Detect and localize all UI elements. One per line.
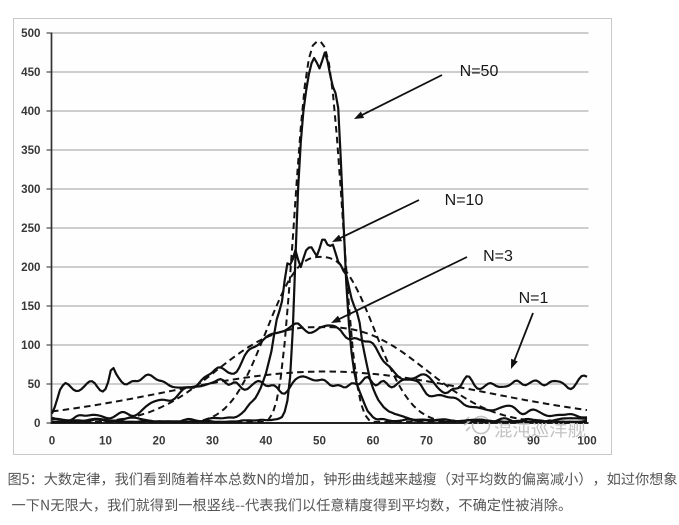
svg-text:150: 150 (21, 300, 40, 313)
svg-text:350: 350 (21, 144, 40, 157)
svg-text:0: 0 (49, 435, 55, 448)
svg-text:60: 60 (367, 435, 380, 448)
svg-text:100: 100 (21, 339, 40, 352)
svg-text:250: 250 (21, 222, 40, 235)
svg-text:50: 50 (313, 435, 326, 448)
svg-text:300: 300 (21, 183, 40, 196)
svg-text:100: 100 (577, 435, 596, 448)
svg-text:200: 200 (21, 261, 40, 274)
svg-text:N=50: N=50 (460, 63, 499, 80)
svg-text:40: 40 (260, 435, 273, 448)
svg-text:N=10: N=10 (445, 192, 484, 209)
svg-text:30: 30 (206, 435, 219, 448)
svg-text:20: 20 (153, 435, 166, 448)
svg-text:90: 90 (527, 435, 540, 448)
svg-text:10: 10 (99, 435, 112, 448)
svg-text:500: 500 (21, 27, 40, 40)
svg-text:0: 0 (34, 417, 40, 430)
svg-text:N=1: N=1 (519, 290, 549, 307)
svg-text:400: 400 (21, 105, 40, 118)
svg-text:50: 50 (28, 378, 41, 391)
svg-text:70: 70 (420, 435, 433, 448)
svg-text:450: 450 (21, 66, 40, 79)
svg-text:80: 80 (474, 435, 487, 448)
svg-text:N=3: N=3 (483, 248, 513, 265)
